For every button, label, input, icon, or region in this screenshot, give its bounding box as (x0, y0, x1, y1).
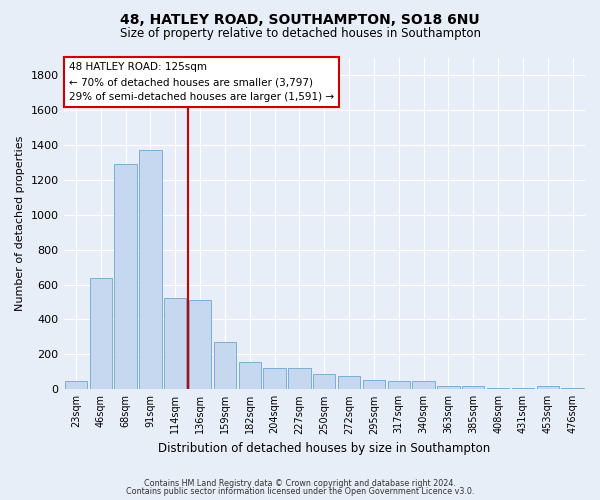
Bar (214, 342, 236, 390)
Bar (263, 368, 286, 390)
Text: Size of property relative to detached houses in Southampton: Size of property relative to detached ho… (119, 28, 481, 40)
Bar (288, 368, 311, 390)
Bar (388, 380, 410, 390)
Bar (115, 164, 137, 390)
Bar (65, 380, 87, 390)
Bar (363, 380, 385, 390)
Bar (313, 374, 335, 390)
Bar (89, 278, 112, 390)
Bar (412, 380, 435, 390)
Bar (512, 388, 534, 390)
Bar (338, 376, 360, 390)
Bar (487, 388, 509, 390)
Bar (139, 150, 161, 390)
Bar (462, 386, 484, 390)
Bar (239, 362, 261, 390)
Text: 48, HATLEY ROAD, SOUTHAMPTON, SO18 6NU: 48, HATLEY ROAD, SOUTHAMPTON, SO18 6NU (120, 12, 480, 26)
Bar (189, 300, 211, 390)
Text: Contains public sector information licensed under the Open Government Licence v3: Contains public sector information licen… (126, 487, 474, 496)
Bar (437, 386, 460, 390)
Text: 48 HATLEY ROAD: 125sqm
← 70% of detached houses are smaller (3,797)
29% of semi-: 48 HATLEY ROAD: 125sqm ← 70% of detached… (69, 62, 334, 102)
X-axis label: Distribution of detached houses by size in Southampton: Distribution of detached houses by size … (158, 442, 490, 455)
Bar (536, 386, 559, 390)
Bar (164, 298, 187, 390)
Y-axis label: Number of detached properties: Number of detached properties (15, 136, 25, 311)
Text: Contains HM Land Registry data © Crown copyright and database right 2024.: Contains HM Land Registry data © Crown c… (144, 478, 456, 488)
Bar (562, 388, 584, 390)
